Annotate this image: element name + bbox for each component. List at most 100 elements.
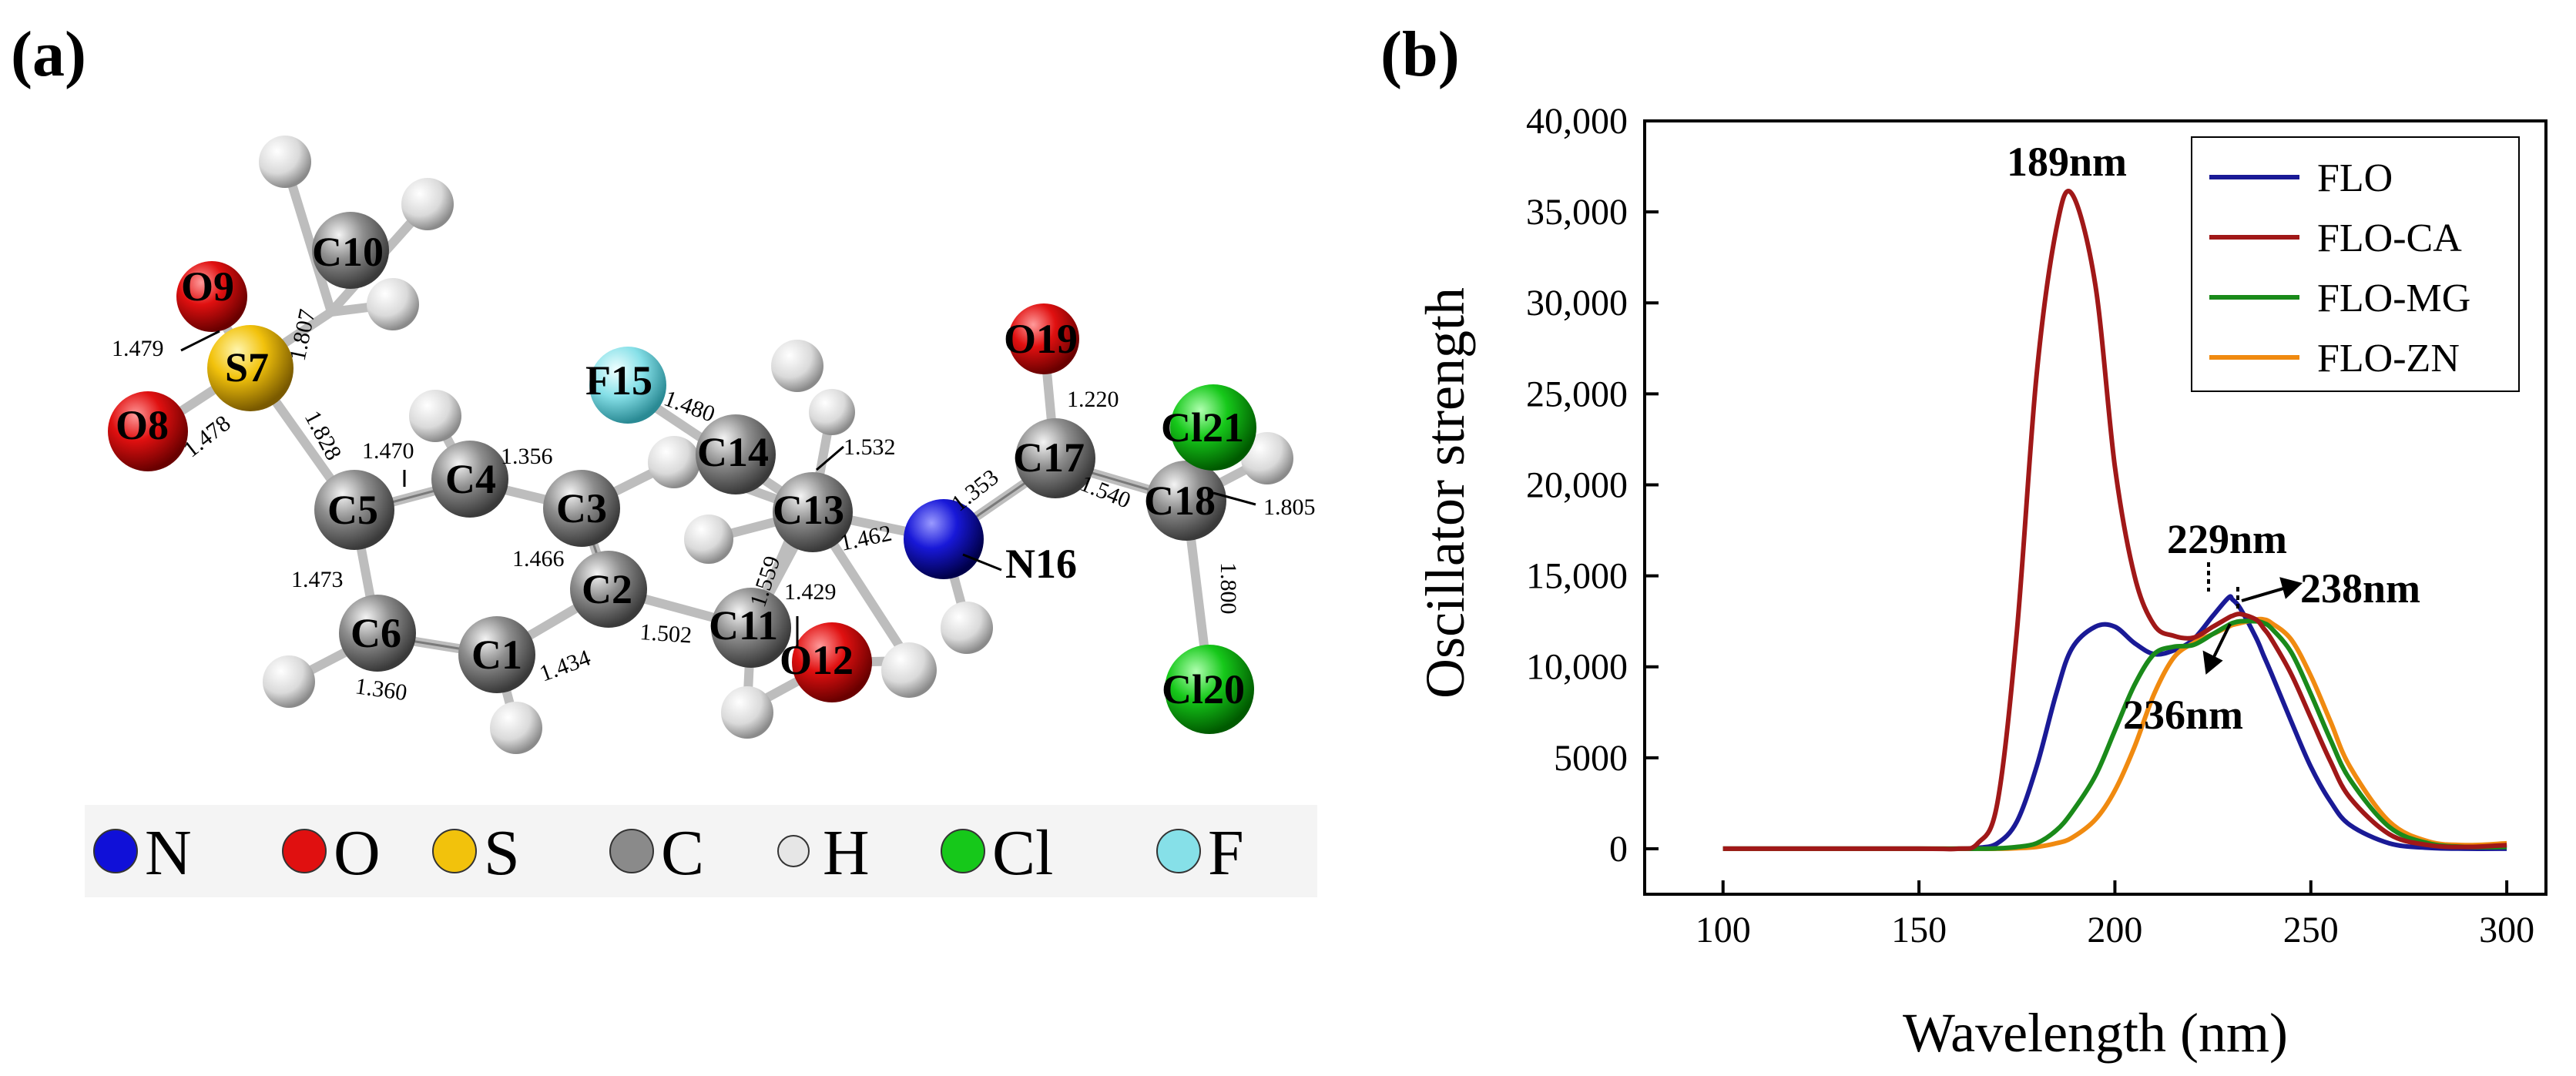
annotation-229nm: 229nm (2167, 516, 2287, 562)
atom-label-c14: C14 (697, 429, 769, 475)
legend-swatch-o (282, 829, 327, 873)
atom-label-cl21: Cl21 (1161, 404, 1244, 451)
bond-label-c6-c1: 1.360 (354, 673, 408, 706)
bond-label-c3-c2: 1.466 (512, 546, 565, 572)
uv-spectrum-chart: 0 5000 10,000 15,000 20,000 25,000 30,000 35,00… (1414, 101, 2547, 1064)
x-axis-label: Wavelength (nm) (1903, 1002, 2288, 1064)
series-lines (1722, 189, 2507, 852)
x-tick-label: 200 (2087, 910, 2142, 950)
bond-label-c18-cl20: 1.800 (1216, 562, 1241, 615)
bond-label-c18-cl21: 1.805 (1263, 494, 1316, 520)
atom-label-n16: N16 (1005, 541, 1077, 587)
x-tick-label: 300 (2479, 910, 2534, 950)
atom-label-c18: C18 (1144, 478, 1216, 524)
bond-label-c4-c3: 1.356 (501, 444, 553, 469)
x-tick-label: 100 (1696, 910, 1751, 950)
bond-label-c17-o19: 1.220 (1067, 387, 1119, 412)
legend-label-o: O (334, 817, 381, 889)
legend-swatch-n (93, 829, 138, 873)
legend-label-cl: Cl (992, 817, 1053, 889)
atom-o19 (1008, 303, 1079, 374)
atom-label-c1: C1 (471, 632, 522, 678)
legend-text-flo-mg: FLO-MG (2317, 277, 2470, 320)
atom-n16 (904, 499, 984, 579)
atom-label-c3: C3 (556, 485, 607, 531)
bond-label-c1-c2: 1.434 (536, 645, 594, 686)
atom-o8 (108, 391, 188, 471)
atom-f15 (589, 347, 666, 424)
atom-c17 (1015, 418, 1095, 498)
legend-text-flo-zn: FLO-ZN (2317, 337, 2460, 380)
atom-label-c4: C4 (445, 456, 496, 502)
atom-c5 (314, 470, 394, 550)
y-axis-label: Oscillator strength (1414, 287, 1476, 699)
atom-c3 (543, 470, 620, 547)
legend-swatch-s (432, 829, 477, 873)
atom-o12 (792, 622, 872, 702)
series-line-flo-ca (1722, 189, 2507, 852)
atom-label-o8: O8 (116, 402, 169, 448)
legend-text-flo-ca: FLO-CA (2317, 216, 2462, 260)
atom-c4 (431, 441, 508, 518)
annotation-238nm: 238nm (2300, 565, 2420, 612)
panel-a-label: (a) (11, 18, 86, 90)
y-axis-ticks: 0 5000 10,000 15,000 20,000 25,000 30,000 35,00… (1526, 101, 1659, 870)
bond-label-s7-o8: 1.478 (179, 411, 236, 463)
panel-a: (a) (11, 18, 1317, 897)
bond-label-s7-o9: 1.479 (112, 336, 164, 361)
y-tick-label: 5000 (1554, 738, 1628, 779)
atom-label-c5: C5 (327, 487, 378, 533)
atom-c11 (711, 588, 791, 668)
annotation-arrows (2202, 562, 2303, 675)
legend-swatch-f (1156, 829, 1201, 873)
atom-c13 (773, 472, 853, 552)
molecule-diagram: O9 S7 O8 C10 C5 C4 C3 C2 C6 C1 F15 C14 C… (85, 136, 1317, 897)
atom-label-c10: C10 (312, 229, 384, 275)
x-tick-label: 250 (2283, 910, 2339, 950)
atom-label-c2: C2 (582, 566, 632, 612)
annotation-236nm: 236nm (2123, 692, 2243, 738)
atom-c1 (458, 616, 535, 693)
panel-b: (b) 0 5000 10,000 15,000 20,000 25,000 30,000 3… (1379, 0, 2576, 1076)
legend-text-flo: FLO (2317, 156, 2393, 200)
legend-swatch-h (777, 835, 810, 867)
legend-label-s: S (484, 817, 520, 889)
bond-label-c5-c4: 1.470 (362, 438, 414, 464)
heavy-atoms (108, 212, 1256, 734)
y-tick-label: 30,000 (1526, 283, 1628, 323)
legend-label-c: C (661, 817, 704, 889)
atom-s7 (207, 325, 293, 411)
atom-label-o12: O12 (780, 637, 854, 683)
legend-label-f: F (1208, 817, 1244, 889)
atom-cl20 (1165, 645, 1254, 734)
hydrogen-atoms (259, 136, 1293, 754)
y-tick-label: 25,000 (1526, 374, 1628, 414)
y-tick-label: 15,000 (1526, 556, 1628, 597)
atom-label-s7: S7 (225, 344, 269, 391)
bond-label-c5-c6: 1.473 (291, 567, 344, 592)
y-tick-label: 35,000 (1526, 192, 1628, 233)
series-line-flo-mg (1722, 618, 2507, 851)
bond-label-c2-c11: 1.502 (639, 619, 693, 649)
plot-frame (1643, 119, 2547, 896)
atom-label-cl20: Cl20 (1162, 666, 1245, 712)
x-tick-label: 150 (1891, 910, 1947, 950)
legend-swatch-c (609, 829, 654, 873)
y-tick-label: 10,000 (1526, 647, 1628, 688)
atom-cl21 (1170, 384, 1256, 471)
atom-labels: O9 S7 O8 C10 C5 C4 C3 C2 C6 C1 F15 C14 C… (116, 229, 1245, 712)
legend-swatch-cl (941, 829, 985, 873)
y-tick-label: 0 (1609, 829, 1628, 870)
legend-label-n: N (145, 817, 192, 889)
atom-c18 (1146, 461, 1226, 541)
bond-label-c11-o12: 1.429 (784, 579, 837, 605)
legend-label-h: H (823, 817, 870, 889)
atom-label-c6: C6 (351, 610, 401, 656)
chart-legend: FLO FLO-CA FLO-MG FLO-ZN (2209, 156, 2470, 380)
atom-label-c11: C11 (709, 602, 778, 649)
leader-lines (180, 330, 1256, 647)
atom-label-c13: C13 (773, 487, 844, 533)
atom-label-f15: F15 (585, 357, 652, 404)
atom-o9 (176, 261, 247, 332)
atom-c2 (570, 551, 647, 628)
